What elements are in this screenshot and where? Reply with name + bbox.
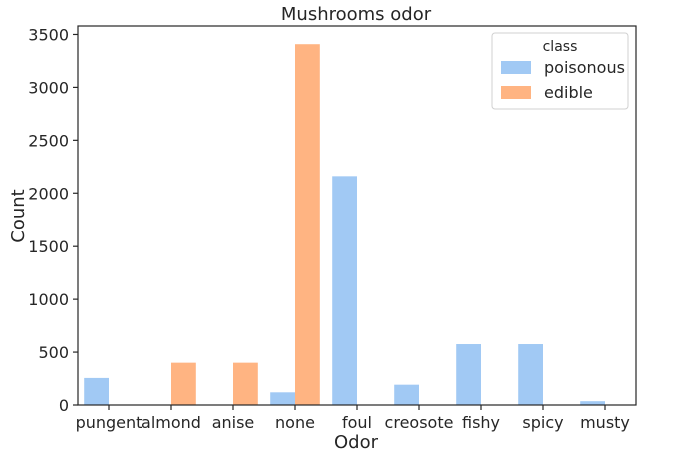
y-tick-label-3000: 3000 — [28, 78, 69, 97]
legend-label-poisonous: poisonous — [544, 58, 625, 77]
plot-area: 0 500 1000 1500 2000 2500 3000 3500 pungentalmon… — [28, 25, 637, 432]
bar-edible-anise — [233, 362, 258, 405]
legend-swatch-edible — [501, 86, 531, 99]
x-tick-label-fishy: fishy — [462, 413, 500, 432]
y-tick-label-0: 0 — [59, 396, 69, 415]
bar-poisonous-creosote — [394, 384, 419, 405]
bar-poisonous-pungent — [84, 377, 109, 405]
y-axis-label: Count — [8, 189, 29, 242]
x-tick-label-foul: foul — [342, 413, 372, 432]
y-tick-label-3500: 3500 — [28, 25, 69, 44]
legend: class poisonous edible — [491, 32, 629, 110]
bar-edible-none — [295, 44, 320, 406]
chart-title: Mushrooms odor — [281, 4, 432, 25]
x-tick-label-pungent: pungent — [76, 413, 143, 432]
bar-poisonous-fishy — [456, 344, 481, 405]
legend-swatch-poisonous — [501, 61, 531, 74]
legend-label-edible: edible — [544, 83, 593, 102]
legend-title: class — [543, 39, 578, 55]
bar-poisonous-foul — [332, 176, 357, 405]
x-tick-label-anise: anise — [212, 413, 255, 432]
x-tick-label-none: none — [275, 413, 315, 432]
x-tick-label-almond: almond — [141, 413, 201, 432]
bar-poisonous-musty — [580, 401, 605, 405]
x-tick-label-creosote: creosote — [385, 413, 454, 432]
bar-poisonous-none — [270, 392, 295, 405]
y-tick-label-500: 500 — [38, 343, 69, 362]
x-axis-label: Odor — [334, 432, 379, 453]
y-tick-label-2000: 2000 — [28, 184, 69, 203]
x-tick-label-spicy: spicy — [522, 413, 563, 432]
x-tick-label-musty: musty — [580, 413, 630, 432]
bar-edible-almond — [171, 362, 196, 405]
y-tick-label-1000: 1000 — [28, 290, 69, 309]
y-tick-label-2500: 2500 — [28, 131, 69, 150]
bar-poisonous-spicy — [518, 344, 543, 405]
y-tick-label-1500: 1500 — [28, 237, 69, 256]
